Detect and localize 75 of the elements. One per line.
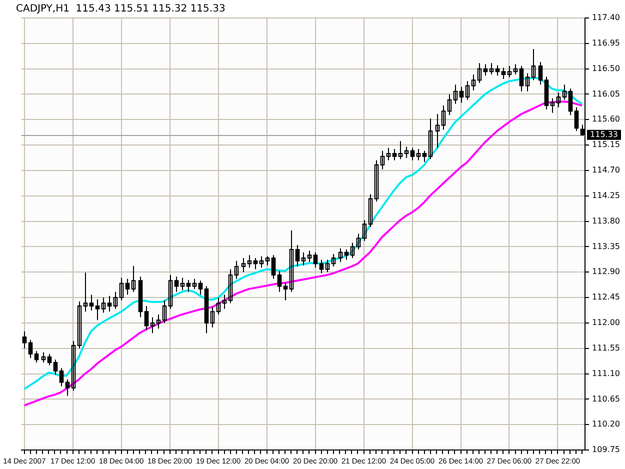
candlestick xyxy=(101,297,106,314)
candlestick xyxy=(150,316,155,334)
candlestick xyxy=(428,118,433,160)
candlestick xyxy=(556,92,561,108)
candlestick xyxy=(162,300,167,324)
candlestick xyxy=(71,340,76,392)
candlestick xyxy=(234,260,239,280)
y-tick-label: 116.95 xyxy=(592,38,620,48)
y-tick-label: 114.25 xyxy=(592,190,620,200)
candlestick xyxy=(507,66,512,78)
candlestick xyxy=(350,242,355,258)
candlestick xyxy=(131,265,136,292)
candlestick xyxy=(113,291,118,310)
candlestick xyxy=(325,259,330,273)
candlestick xyxy=(368,194,373,228)
chart-title: CADJPY,H1 115.43 115.51 115.32 115.33 xyxy=(16,4,226,15)
y-tick-label: 111.55 xyxy=(592,343,620,352)
y-tick-label: 109.75 xyxy=(592,445,620,454)
y-tick-label: 116.50 xyxy=(592,64,620,73)
candlestick xyxy=(441,105,446,130)
candlestick xyxy=(289,230,294,292)
candlestick xyxy=(471,74,476,91)
candlestick xyxy=(168,274,173,310)
y-tick-label: 112.00 xyxy=(592,318,620,328)
candlestick xyxy=(362,220,367,242)
y-tick-label: 113.35 xyxy=(592,242,620,251)
candlestick xyxy=(247,254,252,268)
candlestick xyxy=(222,294,227,310)
candlestick xyxy=(192,278,197,290)
candlestick xyxy=(356,233,361,250)
candlestick xyxy=(386,147,391,161)
candlestick xyxy=(241,258,246,273)
y-tick-label: 111.10 xyxy=(592,368,620,378)
y-tick-label: 117.40 xyxy=(592,13,620,22)
candlestick xyxy=(525,72,530,92)
candlestick xyxy=(210,306,215,328)
candlestick xyxy=(374,160,379,202)
candlestick xyxy=(77,300,82,349)
candlestick xyxy=(119,277,124,301)
candlestick xyxy=(398,140,403,160)
candlestick xyxy=(489,62,494,75)
candlestick xyxy=(228,268,233,304)
candlestick xyxy=(404,146,409,159)
candlestick xyxy=(562,84,567,100)
candlestick xyxy=(83,272,88,312)
candlestick xyxy=(265,256,270,266)
candlestick xyxy=(531,48,536,81)
candlestick xyxy=(41,352,46,363)
candlestick xyxy=(259,256,264,268)
y-tick-label: 110.20 xyxy=(592,420,620,429)
candlestick xyxy=(477,62,482,84)
candlestick xyxy=(180,277,185,291)
candlestick xyxy=(435,114,440,148)
candlestick xyxy=(465,80,470,100)
y-tick-label: 112.90 xyxy=(592,267,620,276)
candlestick xyxy=(307,250,312,262)
y-tick-label: 110.65 xyxy=(592,394,620,404)
y-tick-label: 112.45 xyxy=(592,292,620,302)
candlestick xyxy=(453,84,458,104)
candlestick xyxy=(216,297,221,315)
y-tick-label: 115.60 xyxy=(592,114,620,124)
candlestick xyxy=(331,254,336,267)
candlestick xyxy=(380,150,385,170)
y-tick-label: 116.05 xyxy=(592,89,620,98)
y-tick-label: 113.80 xyxy=(592,216,620,226)
y-tick-label: 115.15 xyxy=(592,140,620,150)
candlestick xyxy=(550,98,555,114)
ref-line-label: 115.33 xyxy=(590,130,618,139)
candlestick xyxy=(301,252,306,266)
candlestick xyxy=(416,148,421,161)
y-tick-label: 114.70 xyxy=(592,166,620,175)
candlestick xyxy=(513,64,518,75)
candlestick xyxy=(338,248,343,262)
candlestick xyxy=(447,94,452,116)
candlestick xyxy=(156,314,161,330)
